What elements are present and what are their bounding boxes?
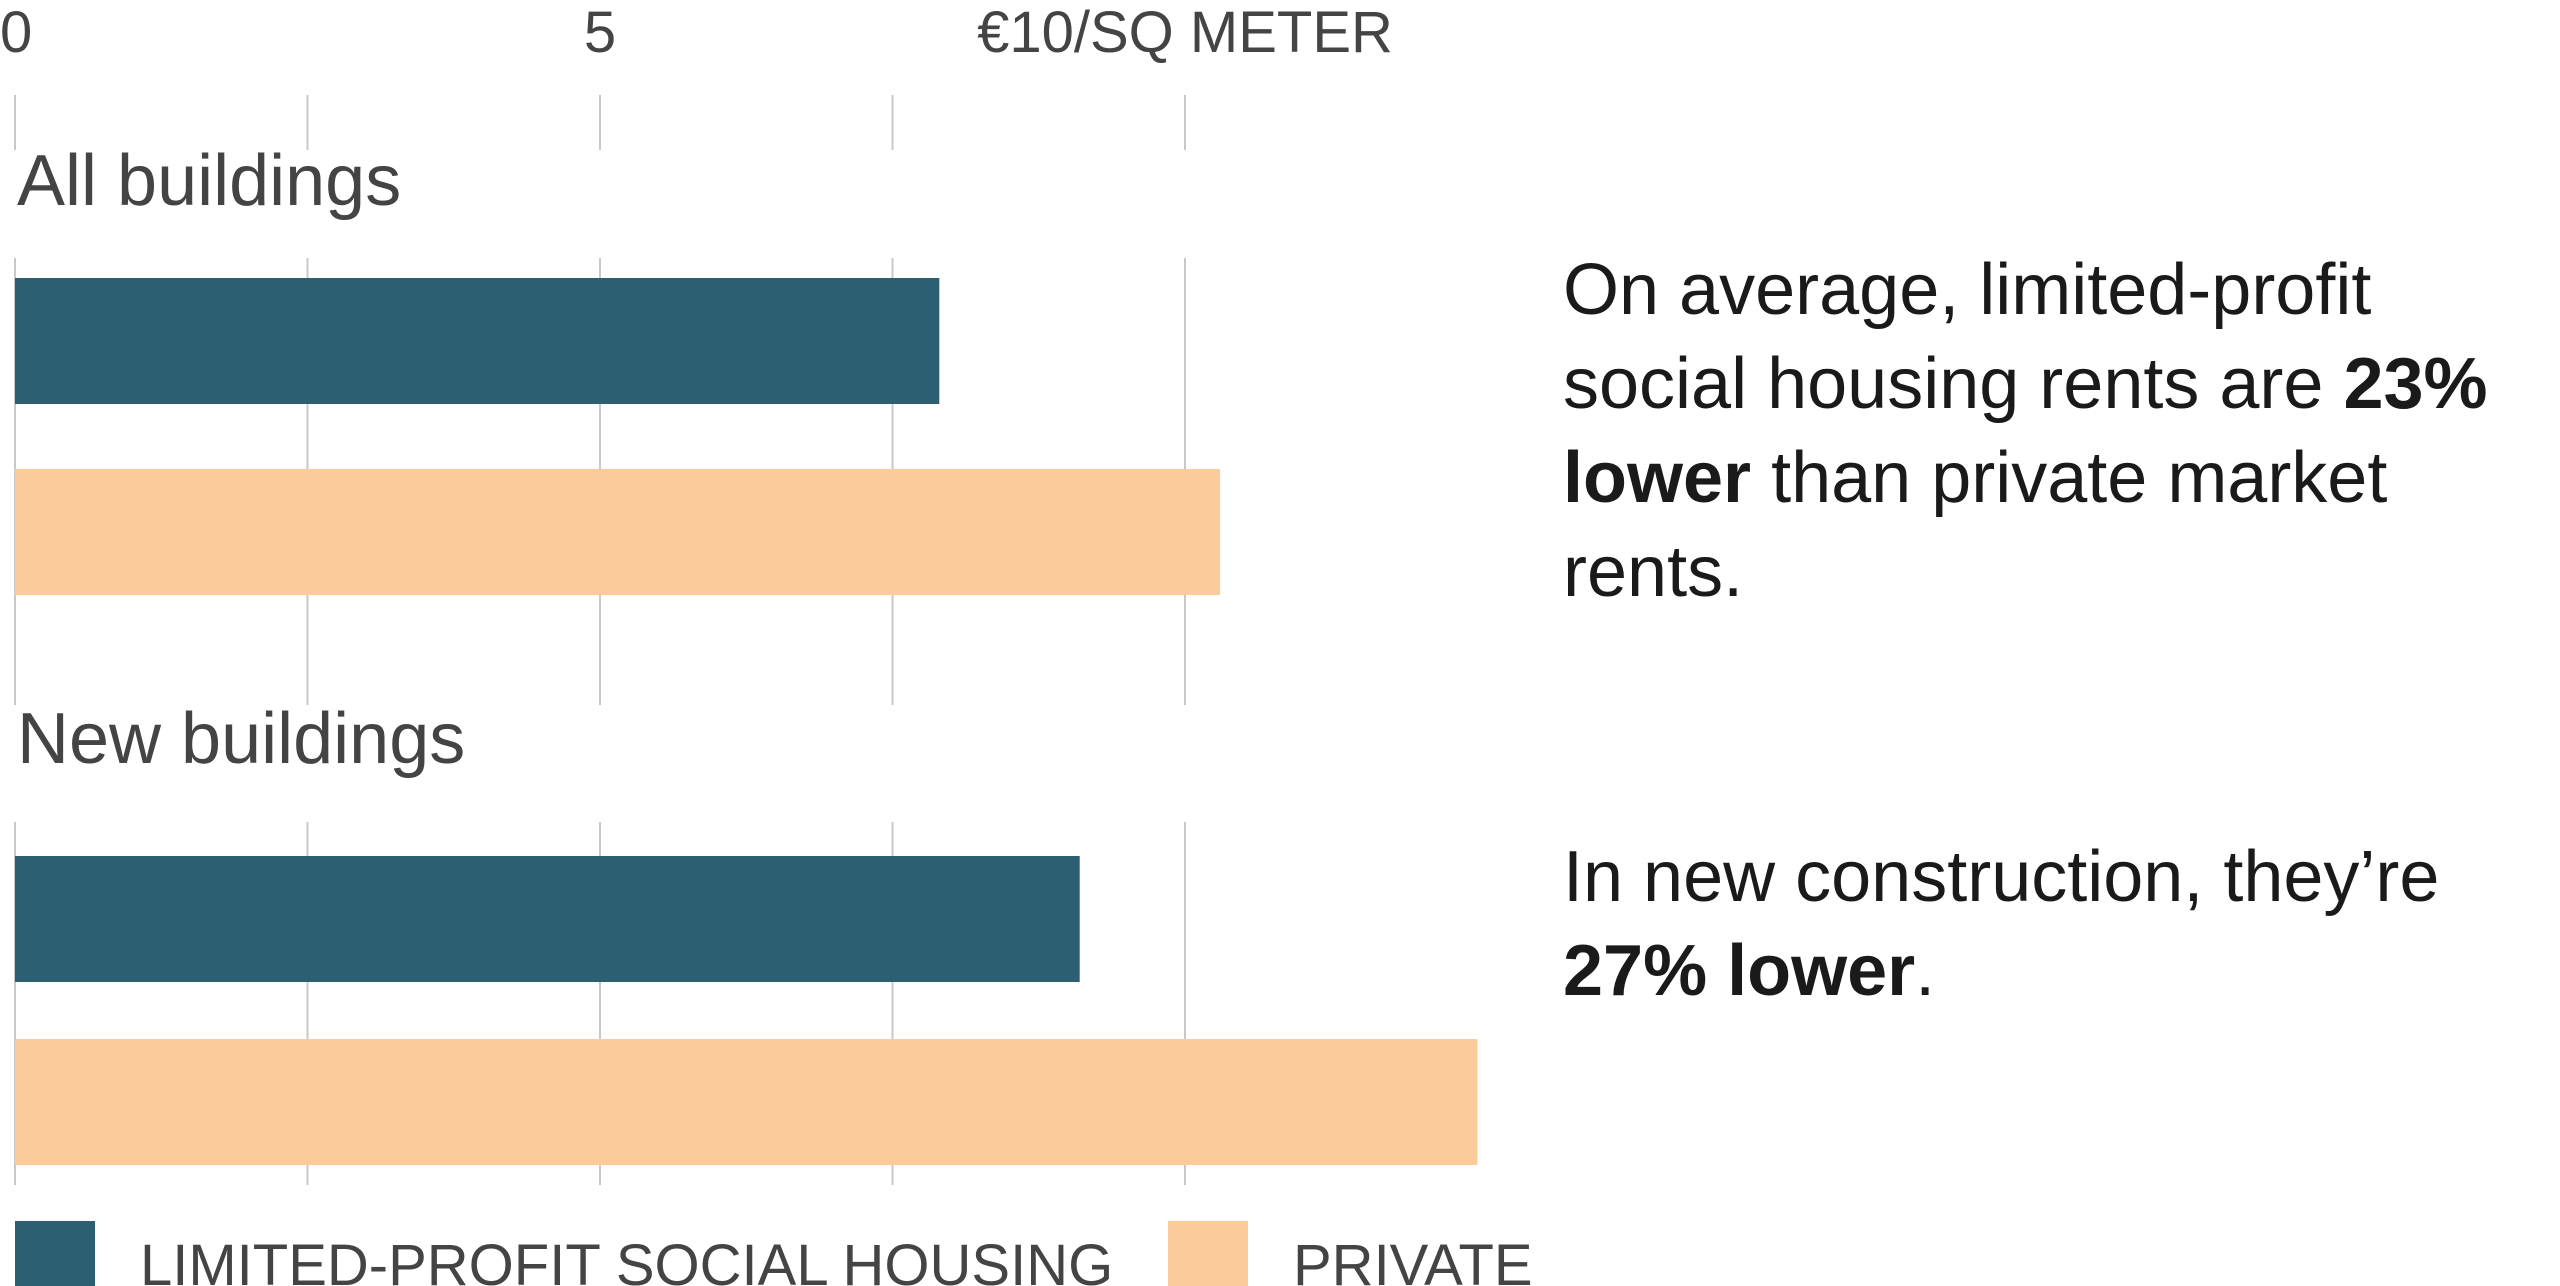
- rent-bar-chart: 0 5 €10/SQ METER All buildings New buildings…: [0, 0, 1540, 1286]
- annotation-highlight: 27% lower: [1563, 931, 1916, 1011]
- bar-limited-profit: [15, 278, 940, 404]
- legend-label: LIMITED-PROFIT SOCIAL HOUSING: [140, 1233, 1113, 1286]
- legend-swatch: [1168, 1221, 1248, 1286]
- bar-limited-profit: [15, 856, 1080, 982]
- x-tick-label: €10/SQ METER: [977, 0, 1393, 65]
- annotation-text: .: [1915, 931, 1936, 1011]
- category-label: New buildings: [17, 699, 465, 779]
- category-label: All buildings: [17, 141, 401, 221]
- annotation-text: In new construction, they’re: [1563, 837, 2440, 917]
- annotation-all-buildings: On average, limited-profit social housin…: [1563, 243, 2543, 619]
- legend-label: PRIVATE RENTALS: [1293, 1233, 1540, 1286]
- annotation-text: than private market rents.: [1563, 438, 2388, 612]
- x-tick-label: 0: [0, 0, 32, 65]
- annotation-text: On average, limited-profit social housin…: [1563, 250, 2372, 424]
- annotation-new-buildings: In new construction, they’re 27% lower.: [1563, 830, 2543, 1018]
- legend-swatch: [15, 1221, 95, 1286]
- annotation-highlight: 23% lower: [1563, 344, 2488, 518]
- bar-private-rentals: [15, 469, 1221, 595]
- bar-private-rentals: [15, 1039, 1478, 1165]
- x-tick-label: 5: [584, 0, 616, 65]
